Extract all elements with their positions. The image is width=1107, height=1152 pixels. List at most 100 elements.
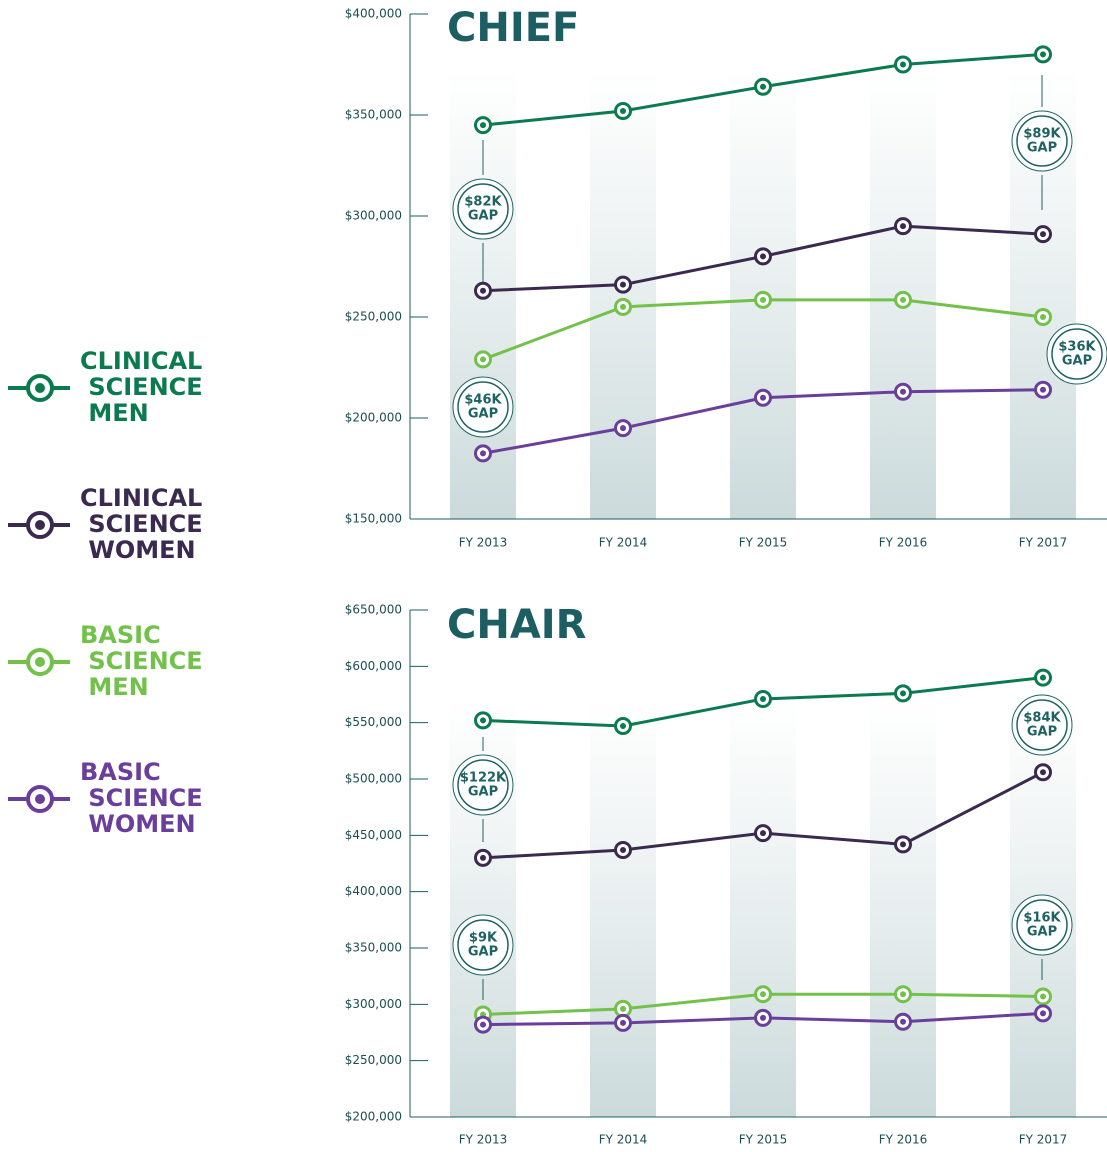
y-tick-label: $450,000 xyxy=(345,828,402,842)
gap-label: GAP xyxy=(1062,354,1092,369)
gap-bubble-inner xyxy=(457,919,509,971)
gap-label: GAP xyxy=(1027,141,1057,156)
gap-label: GAP xyxy=(468,945,498,960)
point-dot xyxy=(900,690,906,697)
gap-label: $46K xyxy=(464,393,502,408)
y-tick-label: $150,000 xyxy=(345,512,402,526)
point-dot xyxy=(480,717,486,724)
point-dot xyxy=(1040,674,1046,681)
point-dot xyxy=(900,1018,906,1025)
gap-bubble-inner xyxy=(457,183,509,235)
legend-word: SCIENCE xyxy=(80,510,203,538)
x-tick-label: FY 2015 xyxy=(739,1133,788,1147)
gap-label: $16K xyxy=(1023,911,1061,926)
y-tick-label: $600,000 xyxy=(345,659,402,673)
legend-word: BASIC xyxy=(80,621,161,649)
y-tick-label: $300,000 xyxy=(345,209,402,223)
gap-label: $36K xyxy=(1058,340,1096,355)
gap-bubble-inner xyxy=(457,759,509,811)
point-dot xyxy=(480,854,486,861)
gap-bubble-inner xyxy=(1016,899,1068,951)
gap-bubble-inner xyxy=(457,381,509,433)
x-tick-label: FY 2015 xyxy=(739,536,788,550)
y-tick-label: $200,000 xyxy=(345,1110,402,1124)
gap-label: GAP xyxy=(1027,725,1057,740)
legend-word: CLINICAL xyxy=(80,347,202,375)
gap-bubble-inner xyxy=(1051,328,1103,380)
gap-label: GAP xyxy=(468,407,498,422)
point-dot xyxy=(760,991,766,998)
legend-word: SCIENCE xyxy=(80,784,203,812)
legend-label: CLINICAL SCIENCE WOMEN xyxy=(80,484,203,564)
column-band xyxy=(590,700,656,1117)
point-dot xyxy=(620,846,626,853)
point-dot xyxy=(480,450,486,457)
legend-label: BASIC SCIENCE WOMEN xyxy=(80,758,203,838)
legend-label: CLINICAL SCIENCE MEN xyxy=(80,347,203,427)
legend-dot xyxy=(35,383,45,393)
point-dot xyxy=(620,1019,626,1026)
gap-bubble-inner xyxy=(1016,115,1068,167)
point-dot xyxy=(900,296,906,303)
point-dot xyxy=(480,356,486,363)
point-dot xyxy=(1040,386,1046,393)
y-tick-label: $500,000 xyxy=(345,772,402,786)
point-dot xyxy=(760,830,766,837)
point-dot xyxy=(1040,51,1046,58)
gap-label: $84K xyxy=(1023,711,1061,726)
point-dot xyxy=(480,122,486,129)
y-tick-label: $400,000 xyxy=(345,7,402,21)
y-tick-label: $650,000 xyxy=(345,603,402,617)
x-tick-label: FY 2013 xyxy=(459,536,508,550)
point-dot xyxy=(1040,769,1046,776)
legend-word: WOMEN xyxy=(80,536,196,564)
legend-word: WOMEN xyxy=(80,810,196,838)
point-dot xyxy=(760,296,766,303)
gap-label: $82K xyxy=(464,195,502,210)
point-dot xyxy=(620,303,626,310)
gap-label: $89K xyxy=(1023,127,1061,142)
legend-dot xyxy=(35,520,45,530)
x-tick-label: FY 2016 xyxy=(879,536,928,550)
gap-bubble-inner xyxy=(1016,699,1068,751)
x-tick-label: FY 2014 xyxy=(599,1133,648,1147)
point-dot xyxy=(900,841,906,848)
gap-label: GAP xyxy=(468,785,498,800)
y-tick-label: $250,000 xyxy=(345,1053,402,1067)
point-dot xyxy=(760,253,766,260)
gap-label: $9K xyxy=(469,931,498,946)
legend-dot xyxy=(35,794,45,804)
point-dot xyxy=(620,1005,626,1012)
point-dot xyxy=(620,425,626,432)
legend-word: CLINICAL xyxy=(80,484,202,512)
point-dot xyxy=(1040,231,1046,238)
chart-title: CHIEF xyxy=(447,5,579,51)
y-tick-label: $550,000 xyxy=(345,715,402,729)
point-dot xyxy=(1040,1010,1046,1017)
column-band xyxy=(590,70,656,519)
gap-label: GAP xyxy=(468,209,498,224)
gap-label: GAP xyxy=(1027,925,1057,940)
legend-word: MEN xyxy=(80,673,149,701)
x-tick-label: FY 2017 xyxy=(1019,1133,1068,1147)
point-dot xyxy=(620,281,626,288)
x-tick-label: FY 2017 xyxy=(1019,536,1068,550)
legend-word: SCIENCE xyxy=(80,373,203,401)
point-dot xyxy=(760,83,766,90)
gap-label: $122K xyxy=(460,771,507,786)
legend-label: BASIC SCIENCE MEN xyxy=(80,621,203,701)
x-tick-label: FY 2016 xyxy=(879,1133,928,1147)
point-dot xyxy=(480,287,486,294)
point-dot xyxy=(760,696,766,703)
y-tick-label: $400,000 xyxy=(345,884,402,898)
y-tick-label: $250,000 xyxy=(345,310,402,324)
y-tick-label: $300,000 xyxy=(345,997,402,1011)
point-dot xyxy=(900,223,906,230)
chart-title: CHAIR xyxy=(447,602,586,648)
point-dot xyxy=(480,1021,486,1028)
point-dot xyxy=(900,61,906,68)
point-dot xyxy=(620,107,626,114)
column-band xyxy=(870,700,936,1117)
y-tick-label: $350,000 xyxy=(345,941,402,955)
